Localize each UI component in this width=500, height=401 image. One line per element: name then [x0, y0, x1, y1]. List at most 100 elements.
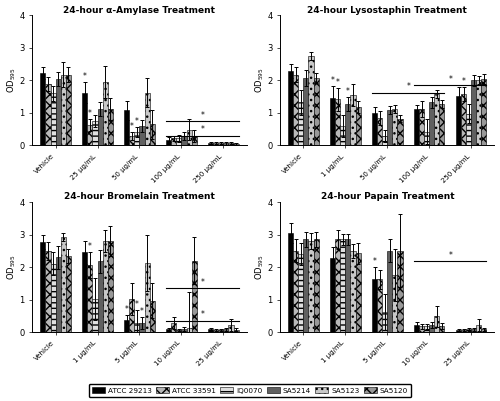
Bar [56, 257, 60, 332]
Bar [88, 125, 92, 146]
Bar [314, 239, 318, 332]
Y-axis label: OD$_{595}$: OD$_{595}$ [6, 254, 18, 280]
Bar [214, 144, 218, 146]
Title: 24-hour α-Amylase Treatment: 24-hour α-Amylase Treatment [64, 6, 216, 14]
Bar [130, 299, 134, 332]
Bar [172, 138, 176, 146]
Bar [330, 98, 336, 146]
Bar [186, 328, 192, 332]
Bar [214, 330, 218, 332]
Text: *: * [373, 257, 377, 266]
Text: *: * [346, 87, 350, 96]
Legend: ATCC 29213, ATCC 33591, IQ0070, SA5214, SA5123, SA5120: ATCC 29213, ATCC 33591, IQ0070, SA5214, … [88, 384, 411, 397]
Bar [182, 329, 186, 332]
Bar [346, 104, 350, 146]
Bar [56, 79, 60, 146]
Text: *: * [200, 278, 204, 287]
Bar [218, 143, 224, 146]
Bar [456, 330, 462, 332]
Bar [350, 95, 356, 146]
Bar [462, 94, 466, 146]
Bar [172, 323, 176, 332]
Bar [420, 326, 424, 332]
Text: *: * [200, 310, 204, 319]
Bar [440, 326, 444, 332]
Bar [414, 109, 420, 146]
Text: *: * [200, 111, 204, 120]
Bar [234, 144, 238, 146]
Bar [176, 330, 182, 332]
Bar [298, 103, 304, 146]
Bar [430, 103, 434, 146]
Bar [476, 80, 482, 146]
Text: *: * [331, 76, 335, 85]
Bar [150, 124, 154, 146]
Bar [340, 126, 345, 146]
Bar [224, 330, 228, 332]
Bar [482, 79, 486, 146]
Bar [134, 132, 140, 146]
Bar [218, 330, 224, 332]
Bar [378, 279, 382, 332]
Bar [434, 316, 440, 332]
Bar [378, 118, 382, 146]
Bar [166, 140, 172, 146]
Bar [82, 252, 87, 332]
Bar [304, 239, 308, 332]
Text: *: * [448, 251, 452, 260]
Bar [294, 75, 298, 146]
Bar [166, 330, 172, 332]
Bar [434, 94, 440, 146]
Bar [40, 73, 46, 146]
Bar [392, 109, 398, 146]
Bar [346, 239, 350, 332]
Bar [472, 330, 476, 332]
Bar [124, 110, 130, 146]
Text: *: * [140, 307, 144, 316]
Title: 24-hour Bromelain Treatment: 24-hour Bromelain Treatment [64, 192, 215, 201]
Bar [372, 113, 378, 146]
Bar [228, 325, 234, 332]
Bar [466, 113, 471, 146]
Bar [66, 75, 70, 146]
Bar [382, 136, 388, 146]
Bar [424, 132, 430, 146]
Text: *: * [448, 75, 452, 84]
Bar [440, 104, 444, 146]
Bar [60, 75, 66, 146]
Bar [388, 251, 392, 332]
Bar [372, 279, 378, 332]
Bar [88, 265, 92, 332]
Bar [336, 99, 340, 146]
Bar [208, 144, 214, 146]
Text: *: * [462, 77, 466, 85]
Y-axis label: OD$_{595}$: OD$_{595}$ [254, 68, 266, 93]
Text: *: * [135, 300, 139, 309]
Bar [102, 241, 108, 332]
Title: 24-hour Papain Treatment: 24-hour Papain Treatment [320, 192, 454, 201]
Bar [308, 56, 314, 146]
Text: *: * [130, 122, 134, 131]
Bar [340, 239, 345, 332]
Bar [92, 299, 98, 332]
Bar [388, 110, 392, 146]
Text: *: * [125, 304, 129, 314]
Bar [456, 96, 462, 146]
Bar [294, 251, 298, 332]
Bar [382, 312, 388, 332]
Bar [420, 109, 424, 146]
Bar [356, 107, 360, 146]
Bar [424, 326, 430, 332]
Bar [108, 241, 112, 332]
Bar [398, 251, 402, 332]
Bar [98, 261, 102, 332]
Bar [46, 251, 51, 332]
Bar [144, 263, 150, 332]
Bar [98, 109, 102, 146]
Bar [60, 237, 66, 332]
Bar [330, 258, 336, 332]
Bar [50, 264, 56, 332]
Bar [46, 84, 51, 146]
Y-axis label: OD$_{595}$: OD$_{595}$ [6, 68, 18, 93]
Bar [82, 93, 87, 146]
